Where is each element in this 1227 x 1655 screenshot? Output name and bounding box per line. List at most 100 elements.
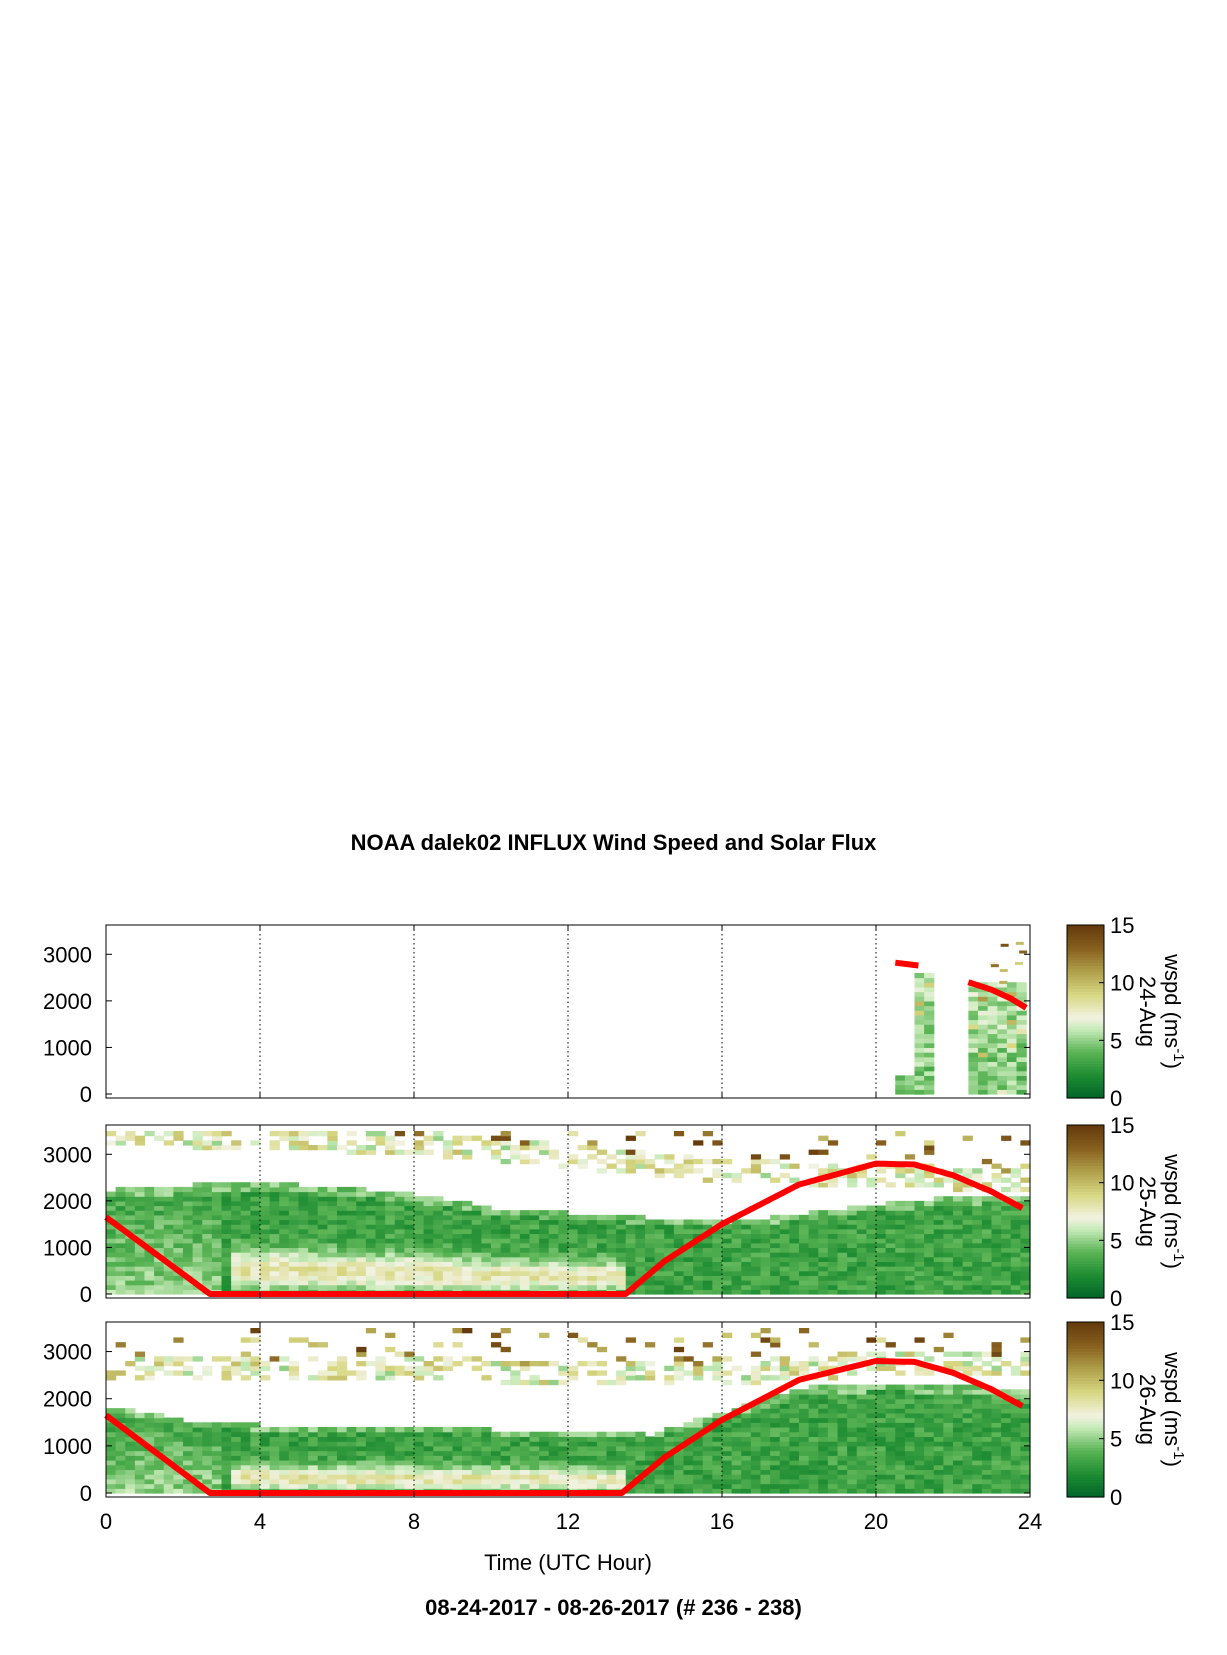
heatmap-cell xyxy=(192,1238,203,1244)
heatmap-cell xyxy=(452,1200,463,1207)
colorbar-label: wspd (ms-1) xyxy=(1160,1351,1187,1467)
heatmap-cell xyxy=(702,1365,713,1372)
heatmap-cell xyxy=(163,1422,174,1428)
heatmap-cell xyxy=(1001,1412,1012,1419)
heatmap-cell xyxy=(827,1389,839,1395)
heatmap-cell xyxy=(577,1214,588,1221)
heatmap-cell xyxy=(837,1351,848,1357)
heatmap-cell xyxy=(904,1242,916,1249)
heatmap-cell xyxy=(750,1224,762,1230)
heatmap-cell xyxy=(876,1464,887,1471)
heatmap-cell xyxy=(664,1228,675,1235)
heatmap-cell xyxy=(183,1247,194,1253)
heatmap-cell xyxy=(924,972,935,979)
heatmap-cell xyxy=(722,1332,733,1339)
colorbar-segment xyxy=(1067,965,1104,969)
heatmap-cell xyxy=(346,1238,357,1244)
heatmap-cell xyxy=(462,1210,473,1216)
heatmap-cell xyxy=(702,1417,713,1423)
heatmap-cell xyxy=(866,1408,877,1414)
heatmap-cell xyxy=(616,1284,627,1290)
heatmap-cell xyxy=(587,1219,598,1225)
heatmap-cell xyxy=(288,1140,300,1146)
heatmap-cell xyxy=(827,1445,839,1452)
heatmap-cell xyxy=(327,1242,338,1249)
colorbar-segment xyxy=(1067,962,1104,966)
heatmap-cell xyxy=(731,1431,742,1438)
colorbar-segment xyxy=(1067,988,1104,992)
heatmap-cell xyxy=(539,1256,550,1262)
heatmap-cell xyxy=(779,1224,790,1230)
heatmap-cell xyxy=(106,1427,117,1433)
heatmap-cell xyxy=(645,1445,656,1452)
heatmap-cell xyxy=(1006,1005,1018,1011)
heatmap-cell xyxy=(558,1252,569,1258)
colorbar-segment xyxy=(1067,997,1104,1001)
heatmap-cell xyxy=(779,1436,790,1442)
heatmap-cell xyxy=(500,1131,511,1137)
heatmap-cell xyxy=(529,1441,540,1447)
colorbar-segment xyxy=(1067,1054,1104,1059)
x-tick-label: 4 xyxy=(254,1509,266,1534)
heatmap-cell xyxy=(568,1375,579,1381)
heatmap-cell xyxy=(991,1488,1002,1494)
heatmap-cell xyxy=(558,1280,569,1286)
heatmap-cell xyxy=(587,1474,598,1480)
heatmap-cell xyxy=(779,1483,790,1489)
heatmap-cell xyxy=(616,1478,627,1485)
heatmap-cell xyxy=(1010,1389,1021,1395)
heatmap-cell xyxy=(442,1478,454,1485)
heatmap-cell xyxy=(664,1238,675,1244)
heatmap-cell xyxy=(414,1247,425,1253)
heatmap-cell xyxy=(240,1280,251,1286)
heatmap-cell xyxy=(558,1478,569,1485)
heatmap-cell xyxy=(962,1196,973,1202)
heatmap-cell xyxy=(693,1158,704,1165)
heatmap-cell xyxy=(471,1445,482,1452)
heatmap-cell xyxy=(539,1332,550,1339)
heatmap-cell xyxy=(827,1417,839,1423)
heatmap-cell xyxy=(997,1010,1008,1016)
heatmap-cell xyxy=(231,1182,242,1188)
heatmap-cell xyxy=(144,1266,155,1272)
heatmap-cell xyxy=(924,1469,935,1475)
heatmap-cell xyxy=(750,1478,762,1485)
heatmap-cell xyxy=(394,1478,405,1485)
heatmap-cell xyxy=(1016,1052,1027,1058)
heatmap-cell xyxy=(712,1427,723,1433)
heatmap-cell xyxy=(548,1474,559,1480)
heatmap-cell xyxy=(587,1242,598,1249)
heatmap-cell xyxy=(943,1403,954,1409)
heatmap-cell xyxy=(192,1191,203,1197)
heatmap-cell xyxy=(1010,1228,1021,1235)
colorbar-tick-label: 5 xyxy=(1110,1228,1122,1253)
heatmap-cell xyxy=(978,1019,989,1025)
heatmap-cell xyxy=(953,1186,964,1193)
heatmap-cell xyxy=(895,1403,906,1409)
heatmap-cell xyxy=(548,1210,559,1216)
heatmap-cell xyxy=(568,1469,579,1475)
heatmap-cell xyxy=(529,1361,540,1367)
heatmap-cell xyxy=(635,1284,646,1290)
heatmap-cell xyxy=(144,1431,155,1438)
heatmap-cell xyxy=(799,1488,810,1494)
heatmap-cell xyxy=(394,1210,405,1216)
heatmap-cell xyxy=(125,1412,136,1419)
heatmap-cell xyxy=(924,1455,935,1461)
heatmap-cell xyxy=(423,1460,434,1466)
heatmap-cell xyxy=(722,1275,733,1281)
heatmap-cell xyxy=(163,1140,174,1146)
heatmap-cell xyxy=(645,1455,656,1461)
heatmap-cell xyxy=(240,1224,251,1230)
heatmap-cell xyxy=(885,1266,896,1272)
heatmap-cell xyxy=(712,1464,723,1471)
heatmap-cell xyxy=(269,1270,280,1276)
heatmap-cell xyxy=(625,1228,636,1235)
heatmap-cell xyxy=(144,1441,155,1447)
heatmap-cell xyxy=(999,968,1008,972)
heatmap-cell xyxy=(481,1140,492,1146)
heatmap-cell xyxy=(953,1460,964,1466)
heatmap-cell xyxy=(1006,1019,1018,1025)
heatmap-cell xyxy=(568,1270,579,1276)
heatmap-cell xyxy=(673,1284,685,1290)
